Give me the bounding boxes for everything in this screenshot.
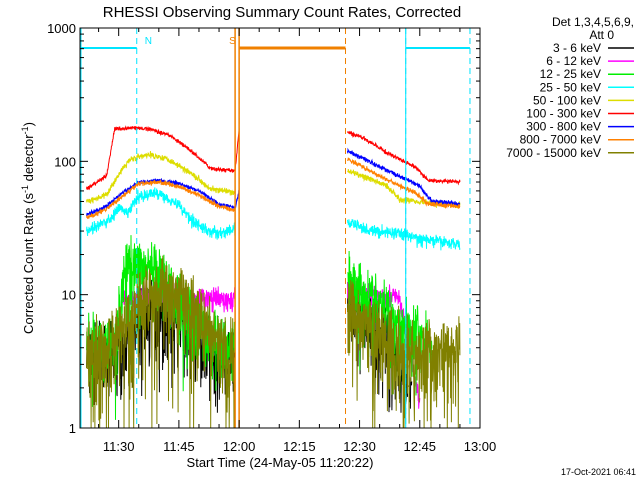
flag-N-label: N bbox=[145, 36, 152, 47]
series-6-line-2 bbox=[347, 130, 461, 186]
y-axis-ticks: 1 10 100 1000 bbox=[47, 21, 480, 436]
x-tick-label: 11:30 bbox=[103, 439, 135, 454]
legend-label-4: 25 - 50 keV bbox=[540, 80, 601, 94]
plot-frame bbox=[79, 27, 481, 429]
series-4 bbox=[86, 187, 461, 251]
series-9-line-2 bbox=[347, 280, 461, 429]
series-7-line-2 bbox=[347, 147, 461, 208]
y-tick-label: 1 bbox=[69, 421, 76, 436]
x-tick-label: 12:00 bbox=[223, 439, 256, 454]
y-axis-label-sup2: -1 bbox=[20, 126, 30, 134]
x-axis-label: Start Time (24-May-05 11:20:22) bbox=[187, 455, 374, 470]
legend-label-5: 50 - 100 keV bbox=[533, 93, 601, 107]
x-axis-ticks: 11:30 11:45 12:00 12:15 12:30 12:45 13:00 bbox=[98, 28, 497, 454]
flag-S-label: S bbox=[229, 36, 236, 47]
series-4-line-2 bbox=[347, 219, 461, 251]
chart-title: RHESSI Observing Summary Count Rates, Co… bbox=[103, 4, 461, 21]
legend-label-6: 100 - 300 keV bbox=[526, 107, 601, 121]
series-4-line-1 bbox=[86, 187, 236, 240]
y-tick-label: 100 bbox=[54, 154, 76, 169]
series-8 bbox=[86, 157, 461, 220]
y-tick-label: 10 bbox=[62, 288, 76, 303]
x-tick-label: 11:45 bbox=[163, 439, 195, 454]
x-tick-label: 12:15 bbox=[283, 439, 316, 454]
legend-header-line-2: Att 0 bbox=[589, 28, 614, 42]
series-5-line-1 bbox=[86, 151, 236, 204]
y-axis-label-main: Corrected Count Rate (s bbox=[21, 193, 36, 334]
series-6-line-1 bbox=[86, 125, 240, 191]
series-8-line-2 bbox=[347, 157, 461, 210]
legend-label-9: 7000 - 15000 keV bbox=[506, 146, 601, 160]
legend-header-line-1: Det 1,3,4,5,6,9, bbox=[552, 15, 634, 29]
series-8-line-1 bbox=[86, 179, 236, 220]
legend-label-2: 6 - 12 keV bbox=[546, 54, 601, 68]
y-tick-label: 1000 bbox=[47, 21, 76, 36]
y-axis-label: Corrected Count Rate (s-1 detector-1) bbox=[20, 122, 36, 334]
legend-label-7: 300 - 800 keV bbox=[526, 120, 601, 134]
series-6 bbox=[86, 125, 461, 191]
series-9 bbox=[86, 255, 461, 429]
x-tick-label: 12:30 bbox=[343, 439, 376, 454]
timestamp: 17-Oct-2021 06:41 bbox=[561, 467, 636, 477]
y-axis-label-sup1: -1 bbox=[20, 185, 30, 193]
series-9-line-1 bbox=[86, 255, 236, 429]
y-axis-label-end: ) bbox=[21, 122, 36, 126]
legend-label-1: 3 - 6 keV bbox=[553, 41, 601, 55]
x-tick-label: 13:00 bbox=[464, 439, 497, 454]
y-axis-label-mid: detector bbox=[21, 134, 36, 185]
legend-label-3: 12 - 25 keV bbox=[540, 67, 601, 81]
x-tick-label: 12:45 bbox=[404, 439, 437, 454]
legend-label-8: 800 - 7000 keV bbox=[520, 133, 601, 147]
